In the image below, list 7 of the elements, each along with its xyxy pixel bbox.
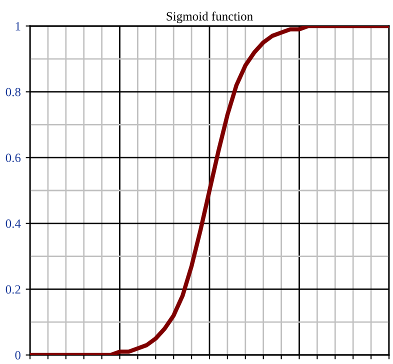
y-tick-label: 1 (16, 22, 20, 30)
y-tick-label: 0.2 (6, 285, 20, 294)
y-tick-label: 0.6 (6, 154, 21, 162)
y-tick-label: 0.4 (6, 219, 21, 228)
chart-title: Sigmoid function (166, 12, 253, 24)
y-tick-label: 0.8 (6, 88, 20, 96)
y-tick-label: 0 (15, 351, 20, 360)
